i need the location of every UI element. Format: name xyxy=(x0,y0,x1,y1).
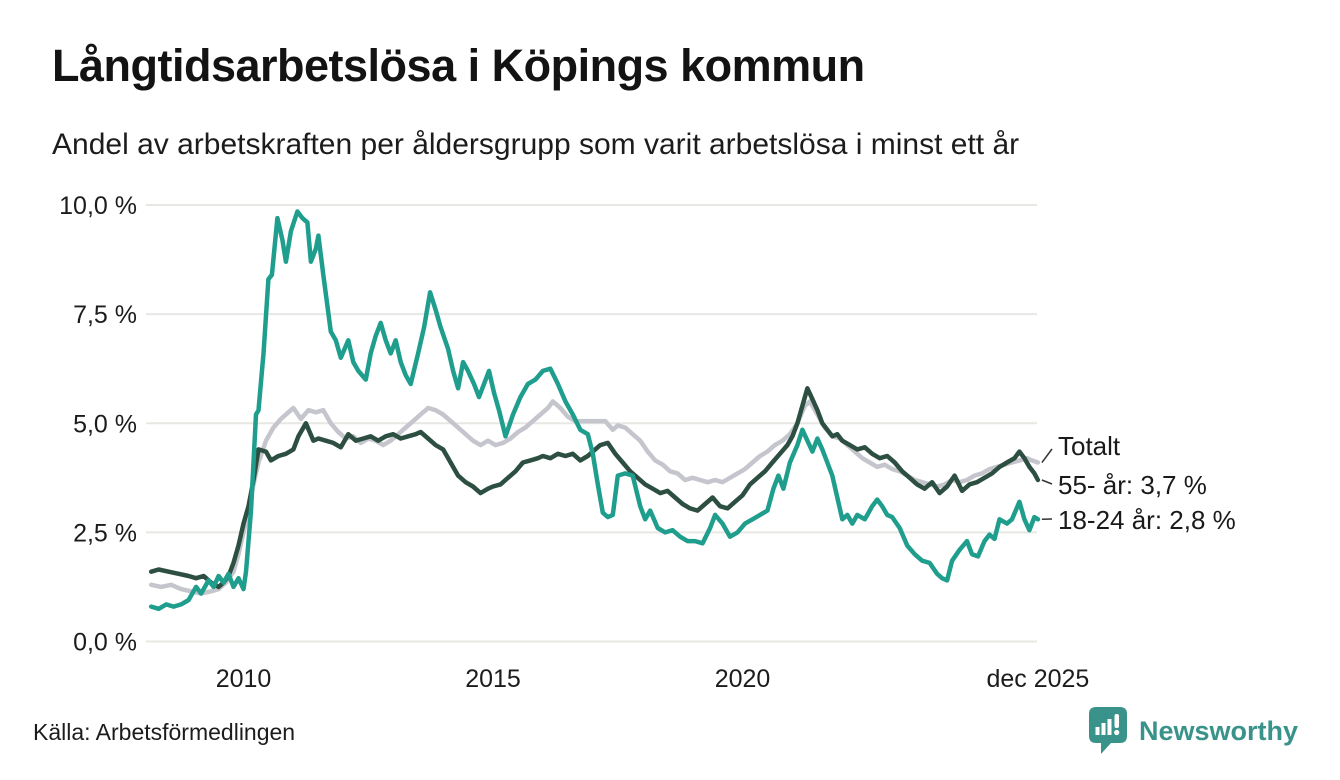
series-end-label-55plus: 55- år: 3,7 % xyxy=(1058,470,1207,500)
series-line-55-r xyxy=(148,386,1041,590)
y-tick-label: 0,0 % xyxy=(73,629,137,657)
x-tick-label: 2010 xyxy=(216,665,272,693)
x-tick-label: dec 2025 xyxy=(986,665,1089,693)
y-tick-label: 2,5 % xyxy=(73,519,137,547)
source-note: Källa: Arbetsförmedlingen xyxy=(33,719,296,745)
x-tick-label: 2015 xyxy=(465,665,521,693)
y-tick-label: 10,0 % xyxy=(59,192,137,220)
y-tick-label: 7,5 % xyxy=(73,301,137,329)
newsworthy-logo-icon xyxy=(1088,707,1127,754)
annotation-connector xyxy=(1041,448,1053,463)
x-tick-label: 2020 xyxy=(715,665,771,693)
chart-subtitle: Andel av arbetskraften per åldersgrupp s… xyxy=(52,128,1020,161)
newsworthy-logo-text: Newsworthy xyxy=(1138,715,1298,746)
series-line-18-24-r xyxy=(148,209,1041,612)
newsworthy-logo: Newsworthy xyxy=(1088,707,1298,755)
series-end-label-totalt: Totalt xyxy=(1058,431,1121,461)
series-end-label-18-24: 18-24 år: 2,8 % xyxy=(1058,505,1236,535)
annotation-connector xyxy=(1041,479,1053,485)
series-line-totalt xyxy=(148,399,1041,596)
y-tick-label: 5,0 % xyxy=(73,410,137,438)
page-title: Långtidsarbetslösa i Köpings kommun xyxy=(52,40,865,91)
